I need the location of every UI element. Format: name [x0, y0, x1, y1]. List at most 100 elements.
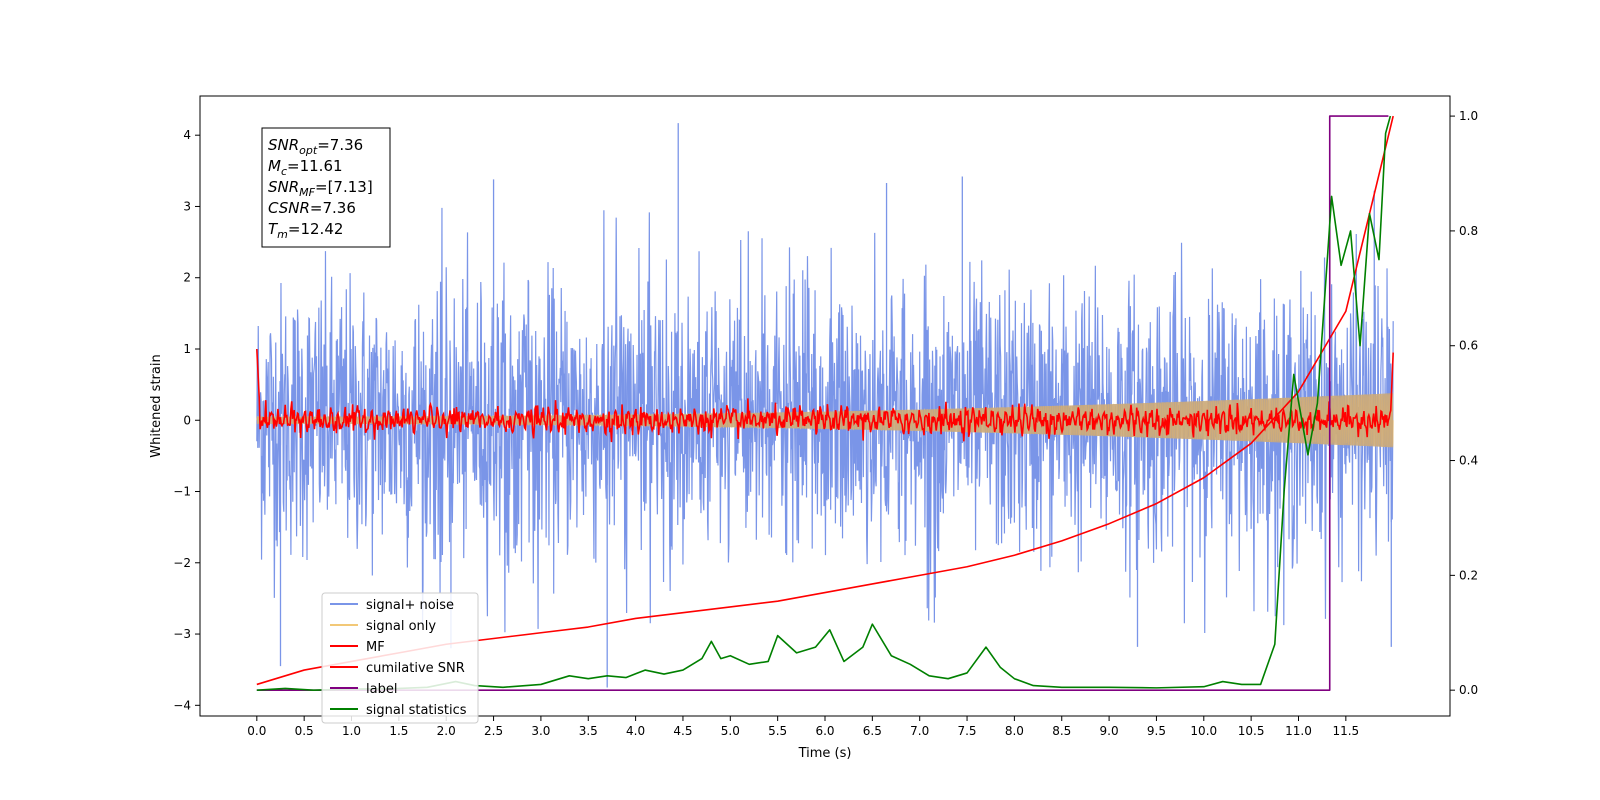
x-tick-label: 2.0: [437, 724, 456, 738]
info-line-symbol: CSNR: [268, 199, 310, 217]
y-tick-label: 2: [183, 271, 191, 285]
y-axis-label: Whitened strain: [149, 354, 164, 457]
x-tick: 11.5: [1332, 716, 1359, 738]
x-tick-label: 3.0: [531, 724, 550, 738]
x-tick-label: 9.5: [1147, 724, 1166, 738]
y-tick: 4: [183, 128, 200, 142]
y-tick-label: 3: [183, 199, 191, 213]
y-right-tick-label: 1.0: [1459, 109, 1478, 123]
y-right-tick: 0.6: [1450, 339, 1478, 353]
y-tick: −2: [173, 556, 200, 570]
y-right-tick-label: 0.6: [1459, 339, 1478, 353]
y-right-tick: 1.0: [1450, 109, 1478, 123]
x-tick-label: 11.5: [1332, 724, 1359, 738]
x-axis: 0.0 0.5 1.0 1.5 2.0 2.5 3.0 3.5 4.0 4.5 5.0 5.5 6.0 6…: [247, 716, 1359, 738]
info-line-subscript: c: [281, 165, 287, 178]
legend-label: signal only: [366, 619, 436, 634]
series-mf: [256, 348, 1394, 443]
x-tick: 6.5: [863, 716, 882, 738]
info-line-value: =11.61: [287, 157, 343, 175]
x-tick: 2.5: [484, 716, 503, 738]
x-tick: 9.0: [1100, 716, 1119, 738]
x-tick: 7.5: [957, 716, 977, 738]
y-tick-label: −1: [173, 485, 191, 499]
x-tick-label: 6.0: [815, 724, 834, 738]
x-tick-label: 9.0: [1100, 724, 1119, 738]
x-tick: 6.0: [815, 716, 835, 738]
info-line-subscript: m: [277, 228, 288, 241]
y-tick: −4: [173, 698, 200, 712]
y-tick: 0: [183, 413, 200, 427]
y-tick: 1: [183, 342, 200, 356]
x-tick-label: 0.0: [247, 724, 266, 738]
y-tick-label: 1: [183, 342, 191, 356]
y-right-tick: 0.0: [1450, 683, 1478, 697]
x-tick-label: 8.0: [1005, 724, 1024, 738]
x-tick-label: 7.5: [957, 724, 976, 738]
info-line: Mc=11.61: [268, 157, 343, 178]
x-tick-label: 5.0: [721, 724, 740, 738]
series-signal-noise-peaks: [279, 123, 1392, 688]
x-tick-label: 4.0: [626, 724, 645, 738]
series-label: [256, 115, 1389, 691]
y-tick: 2: [183, 271, 200, 285]
y-right-tick: 0.8: [1450, 224, 1478, 238]
x-tick: 7.0: [910, 716, 929, 738]
y-tick-label: −2: [173, 556, 191, 570]
y-right-tick: 0.4: [1450, 454, 1478, 468]
x-tick: 8.5: [1052, 716, 1071, 738]
x-tick-label: 8.5: [1052, 724, 1071, 738]
y-right-tick: 0.2: [1450, 568, 1478, 582]
info-line-subscript: opt: [299, 144, 318, 157]
x-tick: 8.0: [1005, 716, 1024, 738]
x-tick-label: 1.5: [389, 724, 408, 738]
y-right-tick-label: 0.8: [1459, 224, 1478, 238]
x-tick-label: 10.5: [1238, 724, 1265, 738]
info-line: SNRopt=7.36: [268, 136, 363, 157]
x-tick: 5.0: [721, 716, 740, 738]
info-line-value: =[7.13]: [315, 178, 373, 196]
legend-label: label: [366, 682, 397, 697]
legend-item: signal statistics: [330, 703, 467, 718]
y-right-tick-label: 0.4: [1459, 454, 1478, 468]
x-tick: 10.0: [1190, 716, 1217, 738]
series-signal-noise: [256, 207, 1394, 633]
info-line-value: =12.42: [288, 220, 344, 238]
y-right-tick-label: 0.2: [1459, 568, 1478, 582]
x-tick-label: 0.5: [295, 724, 314, 738]
info-line-symbol: SNR: [268, 178, 299, 196]
x-tick: 9.5: [1147, 716, 1166, 738]
y-axis-left: −4 −3 −2 −1 0 1 2 3 4: [173, 128, 200, 712]
x-tick: 0.0: [247, 716, 266, 738]
x-tick: 4.5: [673, 716, 693, 738]
x-axis-label: Time (s): [798, 746, 852, 761]
info-line-symbol: T: [268, 220, 279, 238]
x-tick-label: 7.0: [910, 724, 929, 738]
info-line-symbol: M: [268, 157, 281, 175]
x-tick: 3.0: [531, 716, 550, 738]
x-tick-label: 5.5: [768, 724, 787, 738]
y-tick: 3: [183, 199, 200, 213]
plot-series-layer: [256, 115, 1394, 691]
info-line-value: =7.36: [317, 136, 363, 154]
y-tick: −3: [173, 627, 200, 641]
x-tick-label: 1.0: [342, 724, 361, 738]
legend-label: MF: [366, 640, 385, 655]
legend-label: cumilative SNR: [366, 661, 465, 676]
x-tick: 4.0: [626, 716, 645, 738]
legend-label: signal statistics: [366, 703, 467, 718]
y-tick-label: 4: [183, 128, 191, 142]
info-line-symbol: SNR: [268, 136, 299, 154]
x-tick-label: 10.0: [1190, 724, 1217, 738]
y-axis-right: 0.0 0.2 0.4 0.6 0.8 1.0: [1450, 109, 1478, 697]
legend-item: label: [330, 682, 397, 697]
x-tick-label: 4.5: [673, 724, 692, 738]
x-tick: 3.5: [579, 716, 598, 738]
legend-item: signal+ noise: [330, 598, 454, 613]
legend-item: signal only: [330, 619, 436, 634]
info-box: SNRopt=7.36Mc=11.61SNRMF=[7.13]CSNR=7.36…: [261, 127, 391, 248]
x-tick-label: 11.0: [1285, 724, 1312, 738]
info-line: Tm=12.42: [268, 220, 343, 241]
legend-frame: [321, 592, 479, 724]
